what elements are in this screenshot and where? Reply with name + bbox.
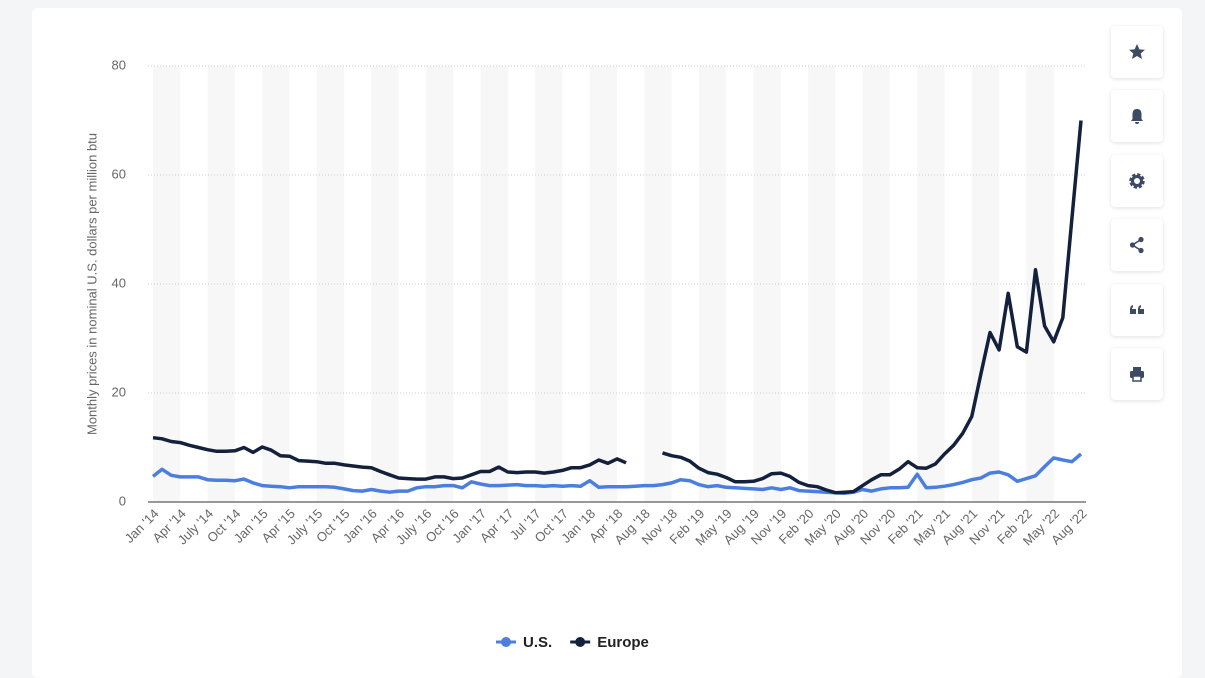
- y-tick-label: 60: [112, 166, 126, 181]
- background-stripe: [535, 66, 563, 502]
- y-tick-label: 80: [112, 57, 126, 72]
- background-stripe: [753, 66, 781, 502]
- background-stripe: [262, 66, 290, 502]
- background-stripe: [207, 66, 235, 502]
- legend-label: U.S.: [523, 634, 552, 651]
- series-line: [151, 452, 1083, 496]
- share-button[interactable]: [1111, 219, 1163, 271]
- settings-button[interactable]: [1111, 155, 1163, 207]
- print-button[interactable]: [1111, 348, 1163, 400]
- series-line: [152, 120, 1083, 495]
- background-stripe: [480, 66, 508, 502]
- y-tick-label: 20: [112, 384, 126, 399]
- background-stripe: [808, 66, 836, 502]
- background-stripe: [862, 66, 890, 502]
- cite-button[interactable]: [1111, 284, 1163, 336]
- y-tick-label: 40: [112, 275, 126, 290]
- background-stripe: [917, 66, 945, 502]
- favorite-button[interactable]: [1111, 26, 1163, 78]
- legend-marker: [501, 637, 511, 647]
- background-stripe: [589, 66, 617, 502]
- y-axis-label: Monthly prices in nominal U.S. dollars p…: [84, 133, 99, 435]
- legend-label: Europe: [597, 634, 649, 651]
- notification-button[interactable]: [1111, 90, 1163, 142]
- legend-marker: [575, 637, 586, 647]
- background-stripe: [316, 66, 345, 502]
- y-tick-label: 0: [119, 493, 126, 508]
- chart: Monthly prices in nominal U.S. dollars p…: [84, 57, 1089, 651]
